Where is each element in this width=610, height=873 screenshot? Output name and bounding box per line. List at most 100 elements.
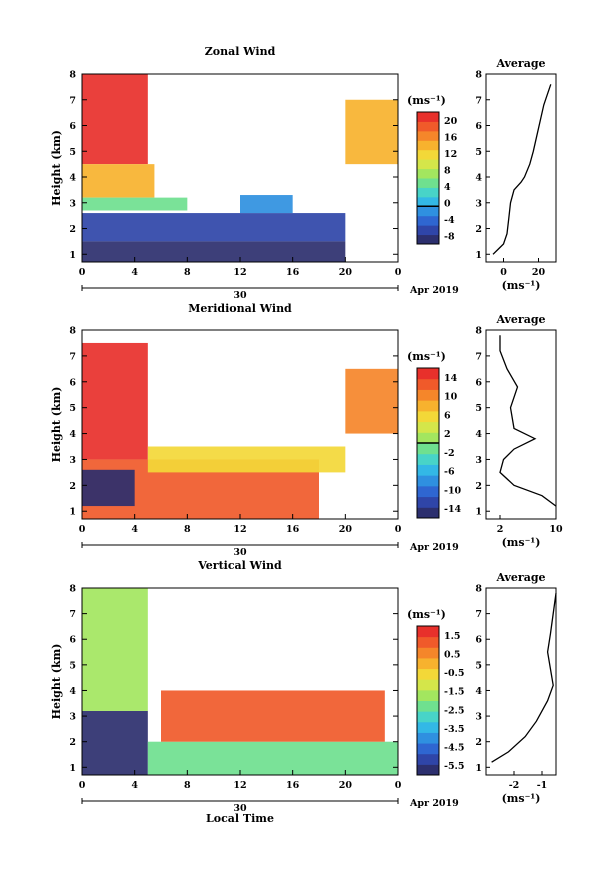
colorbar-swatch xyxy=(417,112,439,122)
average-y-tick-label: 8 xyxy=(475,584,482,595)
colorbar-tick-label: -4 xyxy=(444,215,455,226)
colorbar-tick-label: 6 xyxy=(444,410,451,421)
colorbar-swatch xyxy=(417,421,439,433)
average-title: Average xyxy=(495,313,545,326)
y-axis-label: Height (km) xyxy=(50,130,63,206)
colorbar-tick-label: 12 xyxy=(444,149,457,160)
average-y-tick-label: 2 xyxy=(475,737,482,748)
heatmap-zone-2 xyxy=(147,446,346,473)
colorbar-tick-label: 20 xyxy=(444,116,458,127)
colorbar-tick-label: -14 xyxy=(444,504,462,515)
colorbar-swatch xyxy=(417,234,439,245)
colorbar-tick-label: -3.5 xyxy=(444,724,464,735)
colorbar-tick-label: -4.5 xyxy=(444,743,464,754)
x-tick-label: 4 xyxy=(131,267,138,278)
colorbar-swatch xyxy=(417,475,439,487)
colorbar-tick-label: 1.5 xyxy=(444,631,461,642)
colorbar-frame xyxy=(416,111,440,245)
colorbar-swatch xyxy=(417,626,439,638)
y-tick-label: 4 xyxy=(69,429,76,440)
colorbar-swatch xyxy=(417,647,439,659)
colorbar-tick-label: 0 xyxy=(444,198,451,209)
average-y-tick-label: 2 xyxy=(475,224,482,235)
heatmap-zone-0 xyxy=(82,342,148,460)
heatmap-zone-6 xyxy=(345,99,398,165)
day-label: 30 xyxy=(233,803,247,814)
colorbar-swatch xyxy=(417,432,439,444)
colorbar-swatch xyxy=(417,225,439,236)
average-y-tick-label: 5 xyxy=(475,147,482,158)
colorbar-swatch xyxy=(417,453,439,465)
colorbar-swatch xyxy=(417,764,439,776)
x-tick-label: 16 xyxy=(286,524,300,535)
date-label: Apr 2019 xyxy=(409,285,459,296)
y-tick-label: 8 xyxy=(69,70,76,81)
average-y-tick-label: 4 xyxy=(475,173,482,184)
average-x-tick-label: -2 xyxy=(509,780,520,791)
x-tick-label: 16 xyxy=(286,780,300,791)
x-tick-label: 12 xyxy=(233,780,246,791)
heatmap-zones xyxy=(82,74,398,262)
x-tick-label: 16 xyxy=(286,267,300,278)
x-tick-label: 4 xyxy=(131,524,138,535)
x-tick-label: 0 xyxy=(79,780,86,791)
y-tick-label: 2 xyxy=(69,224,76,235)
colorbar-tick-label: 10 xyxy=(444,392,458,403)
x-tick-label: 0 xyxy=(395,524,402,535)
y-axis-label: Height (km) xyxy=(50,644,63,720)
colorbar-swatch xyxy=(417,753,439,765)
colorbar-tick-label: 2 xyxy=(444,429,451,440)
colorbar-swatch xyxy=(417,196,439,207)
average-title: Average xyxy=(495,571,545,584)
colorbar-swatch xyxy=(417,178,439,188)
y-tick-label: 6 xyxy=(69,377,76,388)
x-tick-label: 8 xyxy=(184,780,191,791)
heatmap-zone-5 xyxy=(240,195,293,214)
average-y-tick-label: 1 xyxy=(475,250,482,261)
colorbar-swatch xyxy=(417,668,439,680)
average-frame xyxy=(485,73,557,263)
average-y-tick-label: 7 xyxy=(475,609,482,620)
x-tick-label: 20 xyxy=(339,524,353,535)
colorbar-swatch xyxy=(417,679,439,691)
panel-title: Zonal Wind xyxy=(205,45,276,58)
colorbar-swatch xyxy=(417,443,439,455)
heatmap-zones xyxy=(82,588,398,775)
heatmap-zone-3 xyxy=(82,213,346,242)
colorbar-tick-label: 8 xyxy=(444,165,451,176)
average-frame xyxy=(485,329,557,520)
colorbar-tick-label: 14 xyxy=(444,373,458,384)
colorbar-swatch xyxy=(417,187,439,198)
average-y-tick-label: 3 xyxy=(475,712,482,723)
colorbar-tick-label: -0.5 xyxy=(444,668,464,679)
x-axis-label: Local Time xyxy=(206,812,274,825)
x-tick-label: 0 xyxy=(79,267,86,278)
y-tick-label: 3 xyxy=(69,198,76,209)
average-x-tick-label: 0 xyxy=(500,267,507,278)
colorbar-swatch xyxy=(417,389,439,401)
y-tick-label: 5 xyxy=(69,660,76,671)
average-x-tick-label: 2 xyxy=(497,524,504,535)
average-y-tick-label: 8 xyxy=(475,326,482,337)
colorbar-tick-label: -6 xyxy=(444,467,455,478)
day-label: 30 xyxy=(233,547,247,558)
colorbar-unit: (ms⁻¹) xyxy=(407,350,446,363)
colorbar-swatch xyxy=(417,507,439,519)
colorbar-swatch xyxy=(417,636,439,648)
average-y-tick-label: 6 xyxy=(475,121,482,132)
average-y-tick-label: 6 xyxy=(475,635,482,646)
average-y-tick-label: 5 xyxy=(475,403,482,414)
average-y-tick-label: 2 xyxy=(475,481,482,492)
y-tick-label: 2 xyxy=(69,481,76,492)
average-y-tick-label: 4 xyxy=(475,686,482,697)
average-x-label: (ms⁻¹) xyxy=(502,792,541,805)
x-tick-label: 20 xyxy=(339,267,353,278)
y-tick-label: 7 xyxy=(69,351,76,362)
average-y-tick-label: 1 xyxy=(475,763,482,774)
y-tick-label: 1 xyxy=(69,763,76,774)
colorbar-swatch xyxy=(417,121,439,132)
date-label: Apr 2019 xyxy=(409,542,459,553)
y-tick-label: 3 xyxy=(69,712,76,723)
